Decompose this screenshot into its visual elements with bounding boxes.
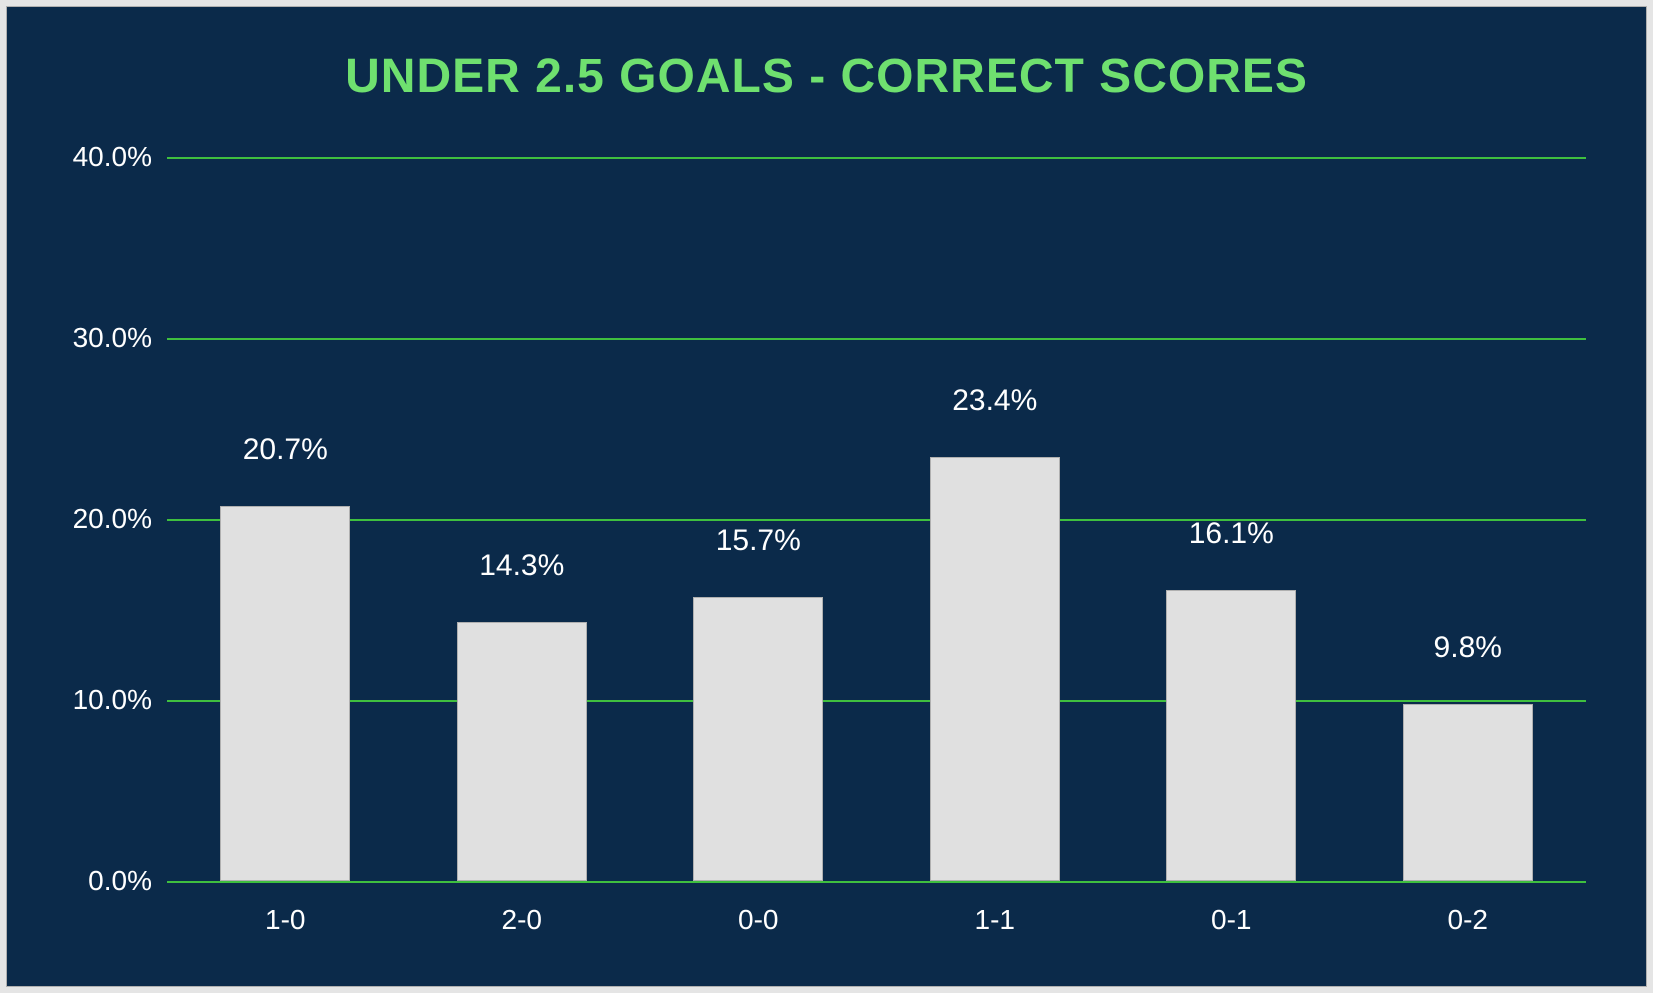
gridline — [167, 881, 1586, 883]
bar — [930, 457, 1060, 881]
gridline — [167, 519, 1586, 521]
x-axis-tick: 2-0 — [502, 904, 542, 936]
bar — [220, 506, 350, 881]
bar — [693, 597, 823, 881]
y-axis-tick: 40.0% — [37, 141, 152, 173]
gridline — [167, 700, 1586, 702]
y-axis-tick: 10.0% — [37, 684, 152, 716]
x-axis-tick: 0-1 — [1211, 904, 1251, 936]
chart-plot-area: GO.\STATISTIC0.0%10.0%20.0%30.0%40.0%20.… — [167, 157, 1586, 881]
bar-value-label: 15.7% — [716, 524, 801, 558]
gridline — [167, 338, 1586, 340]
x-axis-tick: 0-2 — [1448, 904, 1488, 936]
bar-value-label: 9.8% — [1434, 631, 1502, 665]
chart-frame: UNDER 2.5 GOALS - CORRECT SCORES GO.\STA… — [6, 6, 1647, 987]
chart-title: UNDER 2.5 GOALS - CORRECT SCORES — [7, 7, 1646, 124]
x-axis-tick: 1-0 — [265, 904, 305, 936]
bar — [1166, 590, 1296, 881]
y-axis-tick: 0.0% — [37, 865, 152, 897]
bar — [457, 622, 587, 881]
bar-value-label: 14.3% — [479, 549, 564, 583]
gridline — [167, 157, 1586, 159]
bar-value-label: 23.4% — [952, 384, 1037, 418]
x-axis-tick: 0-0 — [738, 904, 778, 936]
x-axis-tick: 1-1 — [975, 904, 1015, 936]
bar-value-label: 20.7% — [243, 433, 328, 467]
bar-value-label: 16.1% — [1189, 516, 1274, 550]
y-axis-tick: 30.0% — [37, 322, 152, 354]
y-axis-tick: 20.0% — [37, 503, 152, 535]
bar — [1403, 704, 1533, 881]
